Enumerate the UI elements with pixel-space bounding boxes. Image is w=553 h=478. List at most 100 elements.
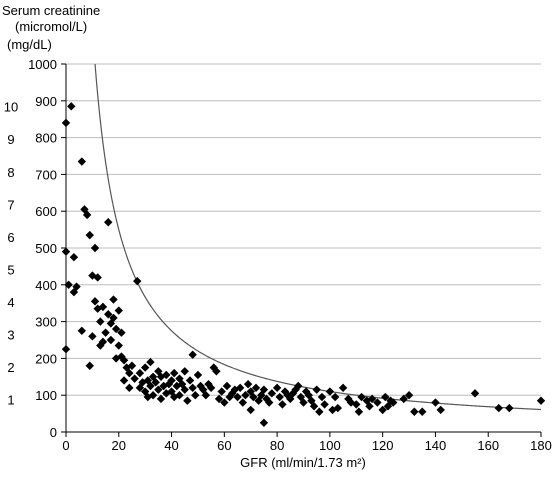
data-point (259, 418, 269, 427)
y2-tick-label: 8 (7, 165, 14, 180)
data-point (64, 280, 73, 289)
data-point (167, 376, 176, 385)
x-tick-label: 0 (62, 438, 69, 453)
data-point (159, 381, 168, 391)
data-point (133, 276, 142, 286)
y2-tick-label: 6 (7, 230, 14, 245)
data-point (146, 381, 155, 391)
data-point (378, 405, 387, 415)
y-axis-title-line2: (micromol/L) (15, 19, 87, 34)
data-point (119, 356, 129, 365)
x-tick-label: 60 (217, 438, 231, 453)
hyperbolic-curve (94, 63, 542, 411)
data-point (330, 392, 340, 402)
data-point (93, 273, 102, 282)
y-tick-label: 300 (35, 315, 57, 330)
data-point (214, 394, 224, 404)
data-point (278, 400, 287, 409)
data-point (325, 387, 335, 396)
data-point (98, 337, 108, 347)
data-point (77, 157, 87, 166)
x-tick-label: 80 (270, 438, 284, 453)
data-point (365, 402, 374, 411)
data-point (235, 383, 245, 393)
y-tick-label: 800 (35, 131, 57, 146)
data-point (67, 102, 76, 111)
y-tick-label: 700 (35, 167, 57, 182)
data-point (117, 352, 126, 361)
data-point (354, 407, 364, 416)
data-point (320, 400, 329, 409)
data-point (251, 383, 261, 393)
x-axis-title: GFR (ml/min/1.73 m²) (240, 455, 366, 470)
x-tick-label: 120 (372, 438, 394, 453)
y2-tick-label: 3 (7, 327, 14, 342)
data-point (246, 405, 255, 415)
data-point (135, 368, 145, 378)
data-point (399, 394, 408, 404)
data-point (183, 396, 192, 405)
data-point (162, 370, 171, 380)
data-point (217, 387, 226, 396)
data-point (151, 378, 160, 387)
data-point (243, 379, 253, 389)
data-point (111, 324, 121, 334)
data-point (536, 396, 546, 405)
x-tick-label: 180 (530, 438, 552, 453)
data-point (98, 302, 108, 312)
y2-tick-label: 10 (4, 100, 18, 115)
data-point (264, 398, 274, 407)
data-point (169, 368, 179, 378)
data-point (117, 328, 126, 337)
data-point (154, 367, 163, 376)
y2-tick-label: 9 (7, 132, 14, 147)
y-tick-label: 400 (35, 278, 57, 293)
data-point (431, 398, 440, 407)
y-tick-label: 200 (35, 351, 57, 366)
reference-curve (94, 63, 542, 411)
data-point (114, 306, 123, 315)
data-point (72, 282, 81, 291)
data-point (104, 310, 113, 319)
data-point (505, 403, 514, 413)
data-point (436, 405, 445, 415)
data-point (109, 313, 118, 323)
data-point (418, 407, 427, 416)
y-tick-label: 500 (35, 241, 57, 256)
data-point (312, 385, 321, 394)
data-point (315, 407, 324, 416)
data-point (109, 295, 118, 304)
data-point (357, 392, 366, 402)
y-tick-label: 900 (35, 94, 57, 109)
data-point (233, 392, 242, 402)
data-point (82, 210, 92, 220)
data-point (220, 398, 229, 407)
data-point (93, 304, 102, 313)
y-tick-label: 100 (35, 388, 57, 403)
data-point (259, 385, 269, 394)
data-point (352, 400, 361, 409)
data-point (125, 368, 134, 378)
data-point (249, 392, 258, 402)
data-point (156, 394, 166, 404)
data-point (125, 383, 134, 393)
data-point (69, 253, 79, 262)
data-point (338, 383, 348, 393)
data-point (175, 391, 184, 400)
data-point (193, 370, 203, 380)
data-point (96, 317, 105, 326)
data-point (275, 392, 284, 402)
data-point (188, 350, 197, 359)
data-point (185, 376, 195, 385)
y-tick-label: 0 (50, 425, 57, 440)
data-point (494, 403, 503, 413)
data-points (61, 102, 546, 427)
data-point (106, 335, 116, 345)
data-point (299, 398, 308, 407)
x-tick-label: 40 (164, 438, 178, 453)
data-point (381, 392, 390, 402)
data-point (191, 391, 200, 400)
y-tick-label: 600 (35, 204, 57, 219)
grid-lines (66, 63, 541, 396)
